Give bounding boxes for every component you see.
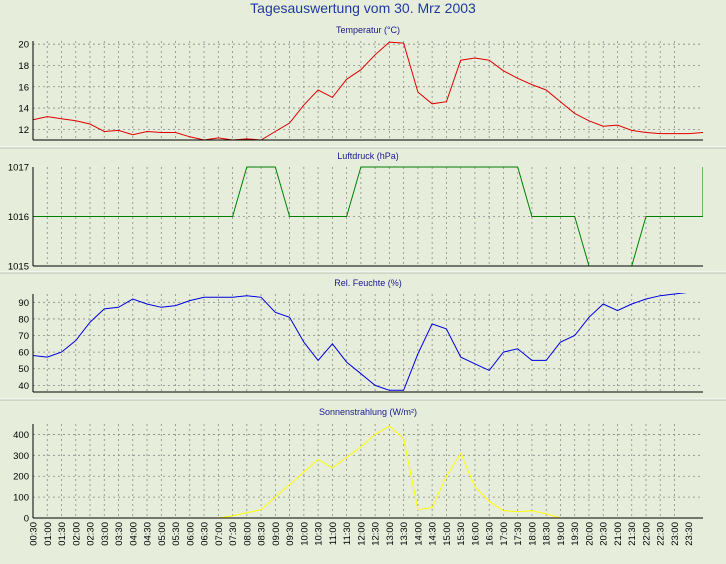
- x-tick-label: 20:30: [599, 522, 610, 546]
- y-tick-label: 50: [18, 364, 29, 375]
- y-tick-label: 0: [24, 514, 29, 525]
- y-tick-label: 90: [18, 298, 29, 309]
- y-tick-label: 14: [18, 104, 29, 115]
- x-tick-label: 18:30: [542, 522, 553, 546]
- x-tick-label: 09:30: [285, 522, 296, 546]
- x-tick-label: 07:30: [228, 522, 239, 546]
- x-tick-label: 11:00: [328, 522, 339, 545]
- y-tick-label: 300: [13, 451, 29, 462]
- series-line: [33, 293, 688, 391]
- x-tick-label: 05:00: [157, 522, 168, 546]
- x-tick-label: 13:30: [399, 522, 410, 546]
- x-tick-label: 04:30: [143, 522, 154, 546]
- y-tick-label: 1016: [8, 212, 29, 223]
- x-tick-label: 13:00: [385, 522, 396, 546]
- x-tick-label: 20:00: [585, 522, 596, 546]
- x-tick-label: 10:30: [314, 522, 325, 546]
- x-tick-label: 04:00: [128, 522, 139, 546]
- x-tick-label: 03:30: [114, 522, 125, 546]
- x-tick-label: 05:30: [171, 522, 182, 546]
- y-tick-label: 400: [13, 430, 29, 441]
- series-line: [33, 425, 703, 519]
- x-tick-label: 14:00: [413, 522, 424, 546]
- y-tick-label: 20: [18, 40, 29, 51]
- y-tick-label: 1015: [8, 262, 29, 273]
- y-tick-label: 80: [18, 314, 29, 325]
- panel-title: Rel. Feuchte (%): [334, 278, 402, 288]
- x-tick-label: 09:00: [271, 522, 282, 546]
- series-line: [33, 166, 703, 267]
- y-tick-label: 40: [18, 381, 29, 392]
- y-tick-label: 16: [18, 82, 29, 93]
- x-tick-label: 01:30: [57, 522, 68, 546]
- x-tick-label: 08:00: [242, 522, 253, 546]
- x-tick-label: 22:30: [656, 522, 667, 546]
- x-tick-label: 19:00: [556, 522, 567, 546]
- x-tick-label: 14:30: [428, 522, 439, 546]
- x-tick-label: 18:00: [527, 522, 538, 546]
- x-tick-label: 15:00: [442, 522, 453, 546]
- plot-area: [33, 41, 703, 140]
- x-tick-label: 01:00: [43, 522, 54, 546]
- panel-1: 1015 1016 1017 Luftdruck (hPa): [0, 151, 726, 274]
- x-tick-label: 21:30: [627, 522, 638, 546]
- y-tick-label: 200: [13, 472, 29, 483]
- x-tick-label: 02:30: [86, 522, 97, 546]
- x-tick-label: 08:30: [257, 522, 268, 546]
- plot-area: [33, 294, 703, 392]
- x-tick-label: 12:30: [371, 522, 382, 546]
- x-tick-label: 00:30: [29, 522, 40, 546]
- x-tick-label: 23:30: [684, 522, 695, 546]
- x-tick-label: 19:30: [570, 522, 581, 546]
- x-tick-label: 03:00: [100, 522, 111, 546]
- y-tick-label: 12: [18, 125, 29, 136]
- x-tick-label: 15:30: [456, 522, 467, 546]
- panel-title: Luftdruck (hPa): [337, 151, 399, 161]
- x-tick-label: 16:00: [470, 522, 481, 546]
- panel-0: 12 14 16 18 20 Temperatur (°C): [0, 25, 726, 149]
- panel-title: Temperatur (°C): [336, 25, 400, 35]
- x-tick-label: 12:00: [356, 522, 367, 546]
- y-tick-label: 1017: [8, 163, 29, 174]
- x-tick-label: 16:30: [485, 522, 496, 546]
- plot-area: [33, 424, 703, 518]
- y-tick-label: 18: [18, 61, 29, 72]
- page-title: Tagesauswertung vom 30. Mrz 2003: [250, 0, 476, 16]
- x-tick-label: 11:30: [342, 522, 353, 545]
- x-tick-label: 10:00: [299, 522, 310, 546]
- y-tick-label: 100: [13, 493, 29, 504]
- panel-3: 0 100 200 300 400 Sonnenstrahlung (W/m²): [13, 407, 703, 525]
- x-tick-label: 17:30: [513, 522, 524, 546]
- series-line: [33, 41, 703, 141]
- panel-2: 40 50 60 70 80 90 Rel. Feuchte (%): [0, 278, 726, 401]
- x-tick-label: 07:00: [214, 522, 225, 546]
- x-tick-label: 02:00: [71, 522, 82, 546]
- x-tick-label: 21:00: [613, 522, 624, 546]
- x-tick-label: 06:30: [200, 522, 211, 546]
- x-tick-label: 23:00: [670, 522, 681, 546]
- x-tick-label: 22:00: [642, 522, 653, 546]
- y-tick-label: 60: [18, 348, 29, 359]
- x-tick-label: 17:00: [499, 522, 510, 546]
- y-tick-label: 70: [18, 331, 29, 342]
- panel-title: Sonnenstrahlung (W/m²): [319, 407, 417, 417]
- x-tick-label: 06:00: [185, 522, 196, 546]
